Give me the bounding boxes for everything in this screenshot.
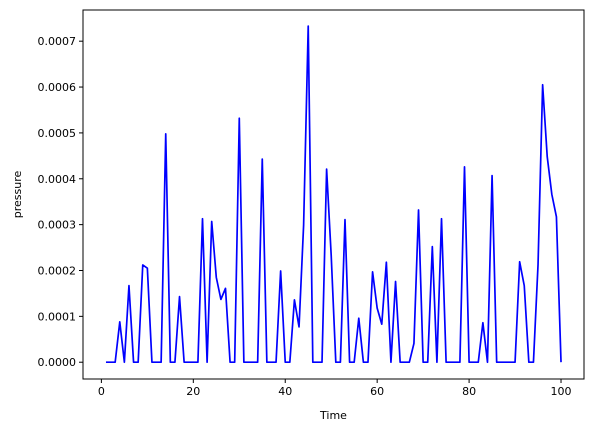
y-axis-ticks: 0.0000 0.0001 0.0002 0.0003 0.0004 0.0005 0.00…: [38, 35, 83, 369]
x-tick-label: 40: [278, 385, 292, 398]
x-tick-label: 20: [186, 385, 200, 398]
x-tick-label: 60: [370, 385, 384, 398]
y-tick-label: 0.0007: [38, 35, 77, 48]
y-tick-label: 0.0004: [38, 173, 77, 186]
x-tick-label: 80: [462, 385, 476, 398]
series-layer: [105, 25, 562, 364]
x-tick-label: 100: [551, 385, 572, 398]
y-tick-label: 0.0005: [38, 127, 77, 140]
y-tick-label: 0.0003: [38, 219, 77, 232]
series-line-0: [105, 25, 562, 364]
y-tick-label: 0.0001: [38, 310, 77, 323]
y-tick-label: 0.0006: [38, 81, 77, 94]
x-axis-label: Time: [319, 409, 347, 422]
plot-frame: [82, 9, 585, 380]
x-axis-ticks: 0 20 40 60 80 100: [98, 379, 572, 398]
y-axis-label: pressure: [11, 171, 24, 219]
x-tick-label: 0: [98, 385, 105, 398]
y-tick-label: 0.0002: [38, 264, 77, 277]
y-tick-label: 0.0000: [38, 356, 77, 369]
